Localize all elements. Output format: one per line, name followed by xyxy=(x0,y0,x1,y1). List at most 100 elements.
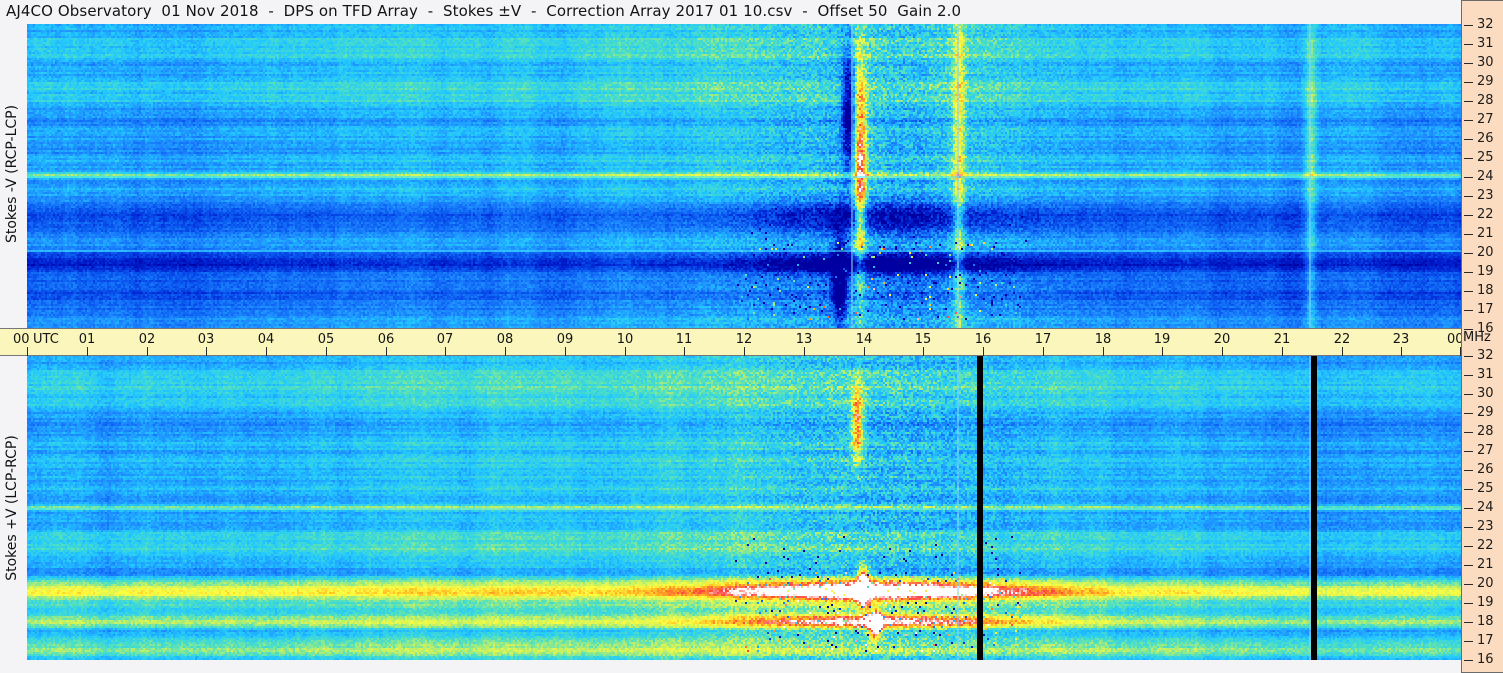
frequency-axis-label: 18 xyxy=(1477,614,1494,629)
time-axis-tick xyxy=(923,347,924,356)
frequency-axis-label: 23 xyxy=(1477,519,1494,534)
time-axis-label: 21 xyxy=(1273,332,1291,347)
time-axis-tick xyxy=(326,347,327,356)
time-axis-label: 08 xyxy=(496,332,514,347)
frequency-axis-label: 29 xyxy=(1477,74,1494,89)
time-axis: UTC 00 01 02 03 04 05 06 07 08 09 10 11 12 13 14 15 16 17… xyxy=(0,328,1464,356)
frequency-axis-label: 31 xyxy=(1477,367,1494,382)
frequency-tick-dash xyxy=(1464,100,1473,102)
time-axis-label: 22 xyxy=(1333,332,1351,347)
frequency-tick-dash xyxy=(1464,355,1473,357)
time-axis-label: 00 xyxy=(1447,332,1464,347)
frequency-axis-tick: 20 xyxy=(1462,246,1503,260)
time-axis-label: 09 xyxy=(556,332,574,347)
frequency-tick-dash xyxy=(1464,621,1473,623)
frequency-axis-label: 21 xyxy=(1477,226,1494,241)
time-axis-label: 16 xyxy=(974,332,992,347)
frequency-axis-tick: 16 xyxy=(1462,322,1503,336)
frequency-axis-tick: 31 xyxy=(1462,368,1503,382)
time-axis-tick xyxy=(147,347,148,356)
time-axis-tick xyxy=(804,347,805,356)
frequency-tick-dash xyxy=(1464,252,1473,254)
frequency-axis-label: 17 xyxy=(1477,633,1494,648)
time-axis-tick xyxy=(1460,347,1461,356)
frequency-axis-label: 26 xyxy=(1477,131,1494,146)
frequency-tick-dash xyxy=(1464,119,1473,121)
frequency-axis-label: 22 xyxy=(1477,538,1494,553)
frequency-axis-label: 31 xyxy=(1477,36,1494,51)
frequency-axis-label: 29 xyxy=(1477,405,1494,420)
frequency-axis-tick: 26 xyxy=(1462,463,1503,477)
page-title: AJ4CO Observatory 01 Nov 2018 - DPS on T… xyxy=(6,2,962,20)
frequency-axis-tick: 27 xyxy=(1462,113,1503,127)
frequency-axis-tick: 30 xyxy=(1462,387,1503,401)
frequency-tick-dash xyxy=(1464,157,1473,159)
frequency-tick-dash xyxy=(1464,43,1473,45)
frequency-tick-dash xyxy=(1464,564,1473,566)
frequency-axis-tick: 19 xyxy=(1462,596,1503,610)
time-axis-tick xyxy=(983,347,984,356)
time-axis-tick xyxy=(864,347,865,356)
time-axis-label: 12 xyxy=(735,332,753,347)
frequency-tick-dash xyxy=(1464,450,1473,452)
frequency-tick-dash xyxy=(1464,81,1473,83)
time-axis-label: 00 xyxy=(13,332,30,347)
frequency-axis-label: 28 xyxy=(1477,424,1494,439)
time-axis-label: 07 xyxy=(436,332,454,347)
frequency-tick-dash xyxy=(1464,138,1473,140)
frequency-axis-label: 19 xyxy=(1477,264,1494,279)
frequency-tick-dash xyxy=(1464,271,1473,273)
frequency-axis-tick: 16 xyxy=(1462,653,1503,667)
frequency-axis-label: 27 xyxy=(1477,112,1494,127)
frequency-axis-label: 20 xyxy=(1477,576,1494,591)
frequency-axis-tick: 22 xyxy=(1462,539,1503,553)
time-axis-label: 06 xyxy=(377,332,395,347)
time-axis-tick xyxy=(625,347,626,356)
frequency-axis-label: 26 xyxy=(1477,462,1494,477)
frequency-axis-tick: 23 xyxy=(1462,520,1503,534)
frequency-axis-label: 23 xyxy=(1477,188,1494,203)
frequency-axis-tick: 21 xyxy=(1462,227,1503,241)
frequency-axis-label: 28 xyxy=(1477,93,1494,108)
frequency-axis-tick: 17 xyxy=(1462,303,1503,317)
time-axis-tick xyxy=(1162,347,1163,356)
time-axis-label: 17 xyxy=(1034,332,1052,347)
time-axis-tick xyxy=(386,347,387,356)
frequency-axis-tick: 27 xyxy=(1462,444,1503,458)
frequency-tick-dash xyxy=(1464,62,1473,64)
time-axis-tick xyxy=(1342,347,1343,356)
frequency-axis-label: 24 xyxy=(1477,500,1494,515)
frequency-tick-dash xyxy=(1464,393,1473,395)
frequency-axis-tick: 26 xyxy=(1462,132,1503,146)
frequency-axis-label: 19 xyxy=(1477,595,1494,610)
frequency-axis-label: 32 xyxy=(1477,348,1494,363)
frequency-axis-label: 27 xyxy=(1477,443,1494,458)
frequency-axis-label: 16 xyxy=(1477,321,1494,336)
time-axis-tick xyxy=(565,347,566,356)
frequency-tick-dash xyxy=(1464,469,1473,471)
frequency-axis-tick: 23 xyxy=(1462,189,1503,203)
frequency-tick-dash xyxy=(1464,545,1473,547)
time-axis-tick xyxy=(1401,347,1402,356)
time-axis-label: 01 xyxy=(78,332,96,347)
top-panel-y-axis-label: Stokes -V (RCP-LCP) xyxy=(0,24,24,324)
frequency-tick-dash xyxy=(1464,659,1473,661)
time-axis-tick xyxy=(206,347,207,356)
time-axis-label: 19 xyxy=(1153,332,1171,347)
frequency-axis-tick: 25 xyxy=(1462,482,1503,496)
top-spectrogram-panel xyxy=(27,24,1461,328)
frequency-tick-dash xyxy=(1464,602,1473,604)
frequency-axis-label: 17 xyxy=(1477,302,1494,317)
frequency-tick-dash xyxy=(1464,214,1473,216)
frequency-tick-dash xyxy=(1464,290,1473,292)
time-axis-label: 20 xyxy=(1213,332,1231,347)
frequency-tick-dash xyxy=(1464,640,1473,642)
frequency-tick-dash xyxy=(1464,583,1473,585)
time-axis-tick xyxy=(744,347,745,356)
bottom-panel-y-axis-label: Stokes +V (LCP-RCP) xyxy=(0,356,24,660)
frequency-axis-tick: 31 xyxy=(1462,37,1503,51)
bottom-panel-y-axis-text: Stokes +V (LCP-RCP) xyxy=(4,435,21,581)
top-frequency-axis: 32 31 30 29 28 27 26 25 24 23 22 21 20 19 18 17 16 xyxy=(1461,0,1503,336)
frequency-axis-tick: 18 xyxy=(1462,615,1503,629)
